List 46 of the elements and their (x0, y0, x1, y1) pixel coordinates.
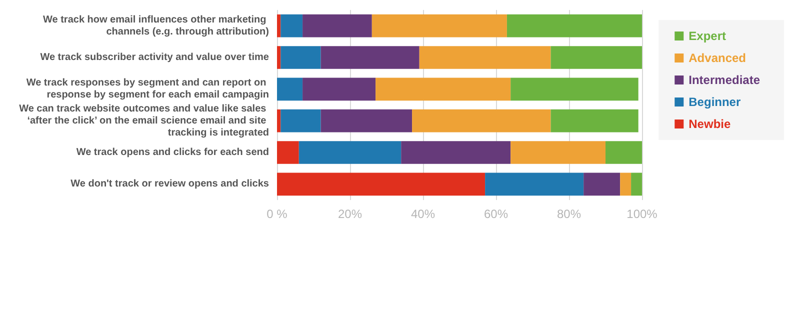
x-tick-label: 0 % (266, 207, 288, 221)
bar (620, 172, 632, 196)
y-tick-label: We track subscriber activity and value over time (40, 52, 270, 63)
bar (277, 14, 281, 38)
bar (550, 46, 642, 69)
bar (372, 14, 507, 38)
bar (401, 141, 511, 164)
bar (550, 109, 638, 132)
bar (280, 46, 321, 69)
legend-label: Expert (688, 29, 726, 43)
y-tick-label: We track opens and clicks for each send (76, 147, 269, 158)
bar (376, 78, 511, 101)
bar (320, 109, 412, 132)
bar (302, 78, 376, 101)
y-tick-label: We can track website outcomes and value like sales ‘after the click’ on the email science email and site tracking is integrated (19, 103, 269, 138)
y-tick-label: We track how email influences other marketing channels (e.g. through attribution) (43, 14, 269, 38)
bar (277, 172, 486, 196)
bar (277, 109, 281, 132)
legend-label: Advanced (688, 51, 746, 65)
bar (412, 109, 551, 132)
bar (277, 141, 299, 164)
legend-label: Newbie (688, 117, 731, 131)
bar (280, 109, 321, 132)
bar (485, 172, 584, 196)
x-tick-label: 100% (626, 207, 658, 221)
x-tick-label: 40% (410, 207, 436, 221)
bar (280, 14, 303, 38)
bar (277, 46, 281, 69)
x-tick-label: 80% (556, 207, 582, 221)
bar (320, 46, 420, 69)
x-tick-label: 60% (484, 207, 508, 221)
y-tick-label: We track responses by segment and can report on response by segment for each email campagin (26, 78, 269, 101)
bar (506, 14, 642, 38)
bar (302, 14, 372, 38)
legend-label: Intermediate (688, 73, 760, 87)
bar (419, 46, 551, 69)
y-tick-label: We don't track or review opens and clicks (70, 178, 270, 190)
bar (606, 141, 642, 164)
bar (510, 141, 606, 164)
bar (584, 172, 620, 196)
bar (510, 78, 638, 101)
bar (631, 172, 642, 196)
x-tick-label: 20% (338, 207, 362, 221)
legend-label: Beginner (688, 95, 741, 109)
bar (277, 78, 303, 101)
bar (298, 141, 402, 164)
